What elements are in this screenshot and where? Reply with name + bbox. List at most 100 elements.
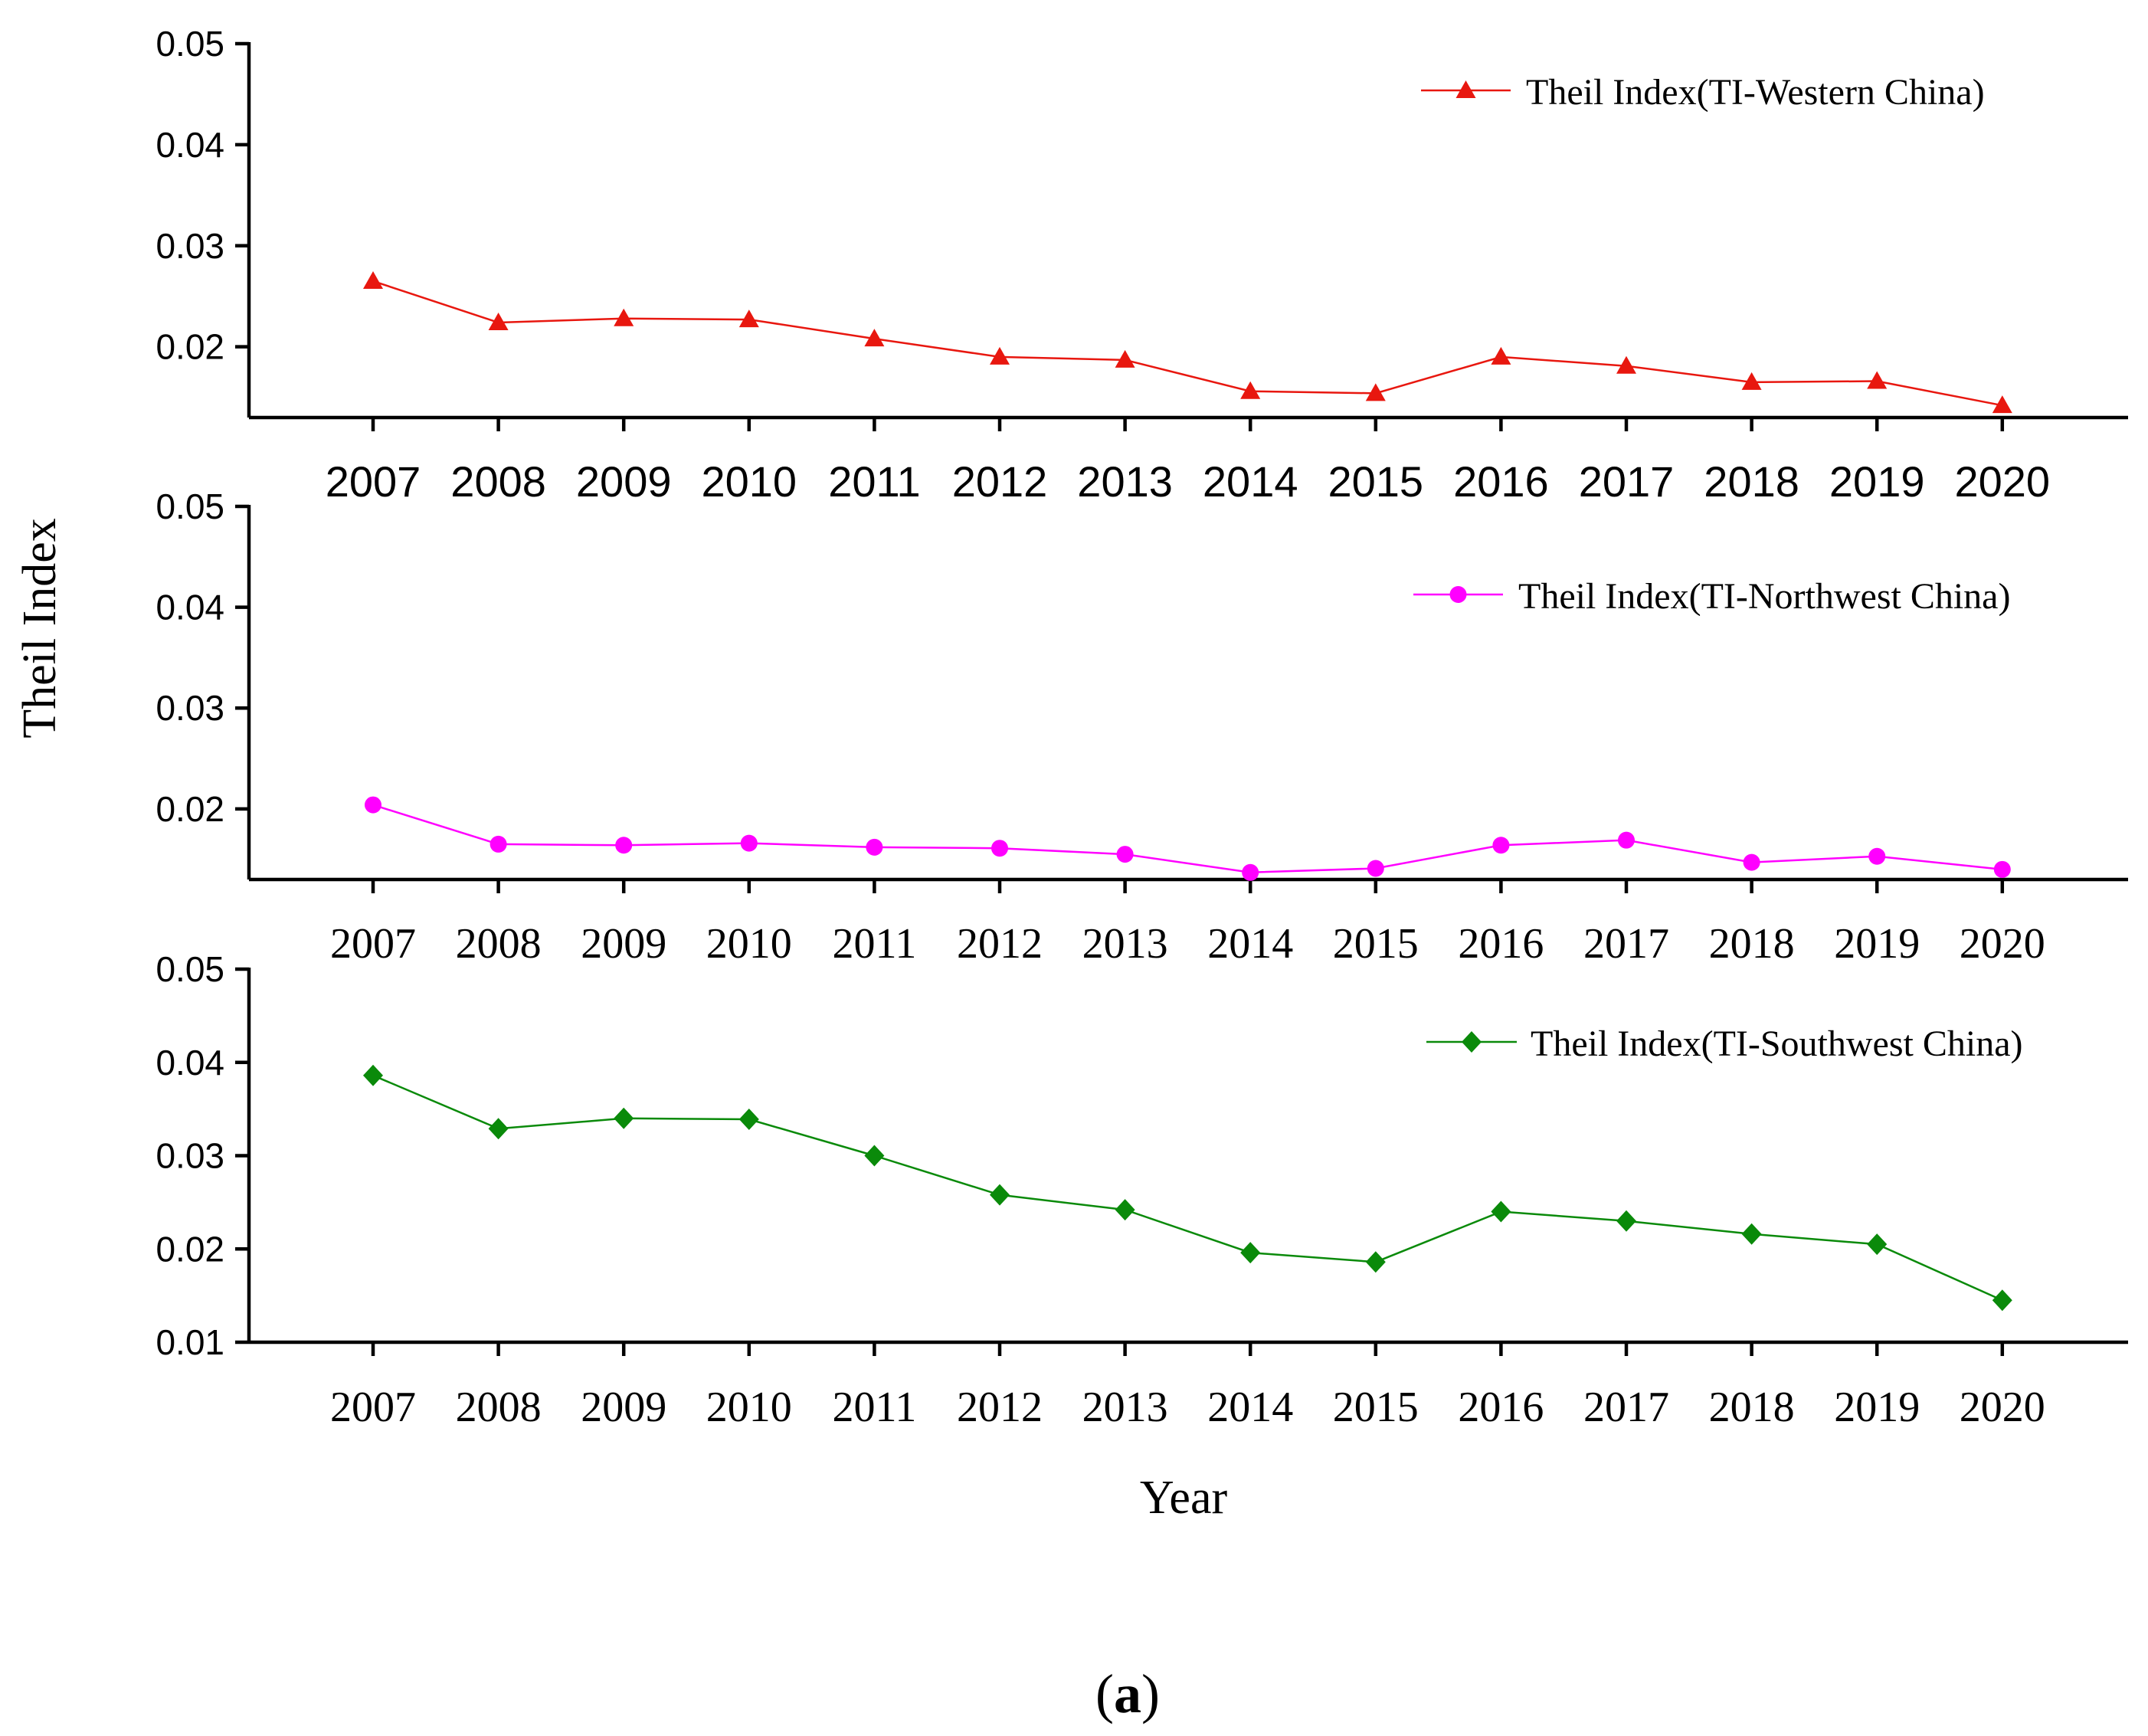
caption-letter: a bbox=[1114, 1663, 1141, 1725]
data-point bbox=[365, 796, 381, 814]
x-tick-label: 2007 bbox=[326, 457, 421, 506]
data-point bbox=[991, 840, 1008, 857]
data-point bbox=[738, 1109, 759, 1131]
y-tick-label: 0.05 bbox=[156, 949, 224, 989]
y-tick-label: 0.04 bbox=[156, 1043, 224, 1083]
x-tick-label: 2010 bbox=[702, 457, 797, 506]
legend-marker bbox=[1449, 586, 1467, 603]
y-tick-label: 0.03 bbox=[156, 1136, 224, 1176]
data-point bbox=[1867, 1233, 1888, 1256]
y-tick-label: 0.02 bbox=[156, 789, 224, 829]
x-tick-label: 2019 bbox=[1834, 1384, 1920, 1431]
data-point bbox=[866, 838, 883, 856]
x-tick-label: 2015 bbox=[1328, 457, 1424, 506]
legend: Theil Index(TI-Southwest China) bbox=[1426, 1024, 2023, 1064]
data-point bbox=[1741, 372, 1762, 390]
figure-caption: (a) bbox=[1095, 1663, 1160, 1725]
data-point bbox=[1242, 863, 1259, 881]
legend-marker bbox=[1462, 1031, 1482, 1053]
data-point bbox=[1115, 1199, 1135, 1221]
y-tick-label: 0.03 bbox=[156, 226, 224, 266]
x-tick-label: 2010 bbox=[706, 1384, 792, 1431]
x-tick-label: 2008 bbox=[450, 457, 546, 506]
y-tick-label: 0.04 bbox=[156, 588, 224, 627]
x-tick-label: 2016 bbox=[1458, 1384, 1544, 1431]
y-tick-label: 0.05 bbox=[156, 486, 224, 526]
y-tick-label: 0.05 bbox=[156, 24, 224, 64]
data-point bbox=[1618, 831, 1635, 849]
data-point bbox=[1491, 1200, 1511, 1223]
x-tick-label: 2008 bbox=[456, 920, 542, 968]
data-point bbox=[363, 270, 383, 289]
data-point bbox=[1616, 1210, 1636, 1232]
x-tick-label: 2013 bbox=[1082, 1384, 1168, 1431]
caption-open-paren: ( bbox=[1095, 1663, 1114, 1725]
x-tick-label: 2018 bbox=[1704, 457, 1799, 506]
data-point bbox=[363, 1064, 383, 1086]
panel-western: 0.05 0.04 0.03 0.02 2007 2008 2009 2010 2011 2012… bbox=[156, 24, 2128, 506]
x-tick-label: 2020 bbox=[1960, 1384, 2045, 1431]
x-tick-label: 2012 bbox=[957, 1384, 1043, 1431]
x-tick-label: 2011 bbox=[832, 1384, 916, 1431]
data-point bbox=[1491, 346, 1511, 365]
data-point bbox=[864, 329, 885, 347]
data-point bbox=[1616, 355, 1636, 374]
data-point bbox=[1365, 1251, 1386, 1273]
legend-label: Theil Index(TI-Southwest China) bbox=[1531, 1024, 2023, 1064]
x-tick-label: 2007 bbox=[330, 920, 416, 968]
legend-label: Theil Index(TI-Northwest China) bbox=[1518, 576, 2010, 617]
y-tick-label: 0.01 bbox=[156, 1322, 224, 1362]
x-tick-label: 2014 bbox=[1203, 457, 1298, 506]
x-tick-label: 2017 bbox=[1579, 457, 1675, 506]
data-point bbox=[615, 837, 633, 854]
x-tick-label: 2018 bbox=[1709, 920, 1795, 968]
data-point bbox=[1743, 853, 1760, 871]
data-point bbox=[1367, 860, 1384, 877]
panel-northwest: 0.05 0.04 0.03 0.02 2007 2008 2009 2010 2011 2012… bbox=[156, 486, 2128, 968]
data-point bbox=[1868, 847, 1886, 865]
x-tick-label: 2015 bbox=[1333, 1384, 1419, 1431]
x-tick-label: 2007 bbox=[330, 1384, 416, 1431]
data-point bbox=[1365, 383, 1386, 401]
x-tick-label: 2016 bbox=[1453, 457, 1549, 506]
y-tick-label: 0.02 bbox=[156, 327, 224, 367]
data-point bbox=[490, 835, 507, 853]
data-point bbox=[738, 310, 759, 328]
y-axis-title: Theil Index bbox=[14, 518, 66, 739]
x-tick-label: 2015 bbox=[1333, 920, 1419, 968]
y-tick-label: 0.04 bbox=[156, 125, 224, 165]
legend: Theil Index(TI-Northwest China) bbox=[1413, 576, 2010, 617]
chart-panels: 0.05 0.04 0.03 0.02 2007 2008 2009 2010 2011 2012… bbox=[156, 24, 2128, 1431]
data-point bbox=[1240, 1242, 1261, 1264]
x-tick-label: 2012 bbox=[957, 920, 1043, 968]
legend-marker bbox=[1455, 80, 1476, 98]
x-tick-label: 2017 bbox=[1583, 1384, 1669, 1431]
caption-close-paren: ) bbox=[1141, 1663, 1160, 1725]
x-tick-label: 2017 bbox=[1583, 920, 1669, 968]
data-point bbox=[614, 1107, 634, 1129]
data-point bbox=[1992, 395, 2012, 414]
x-tick-label: 2009 bbox=[576, 457, 672, 506]
x-tick-label: 2019 bbox=[1834, 920, 1920, 968]
data-point bbox=[1492, 837, 1510, 854]
series-line bbox=[372, 1074, 2003, 1302]
data-point bbox=[1867, 371, 1888, 389]
series-line bbox=[372, 280, 2003, 407]
x-tick-label: 2014 bbox=[1207, 1384, 1293, 1431]
data-point bbox=[1992, 1289, 2012, 1312]
x-tick-label: 2009 bbox=[581, 920, 666, 968]
legend: Theil Index(TI-Western China) bbox=[1421, 72, 1985, 113]
data-point bbox=[990, 1184, 1010, 1206]
x-tick-label: 2008 bbox=[456, 1384, 542, 1431]
series-line bbox=[372, 804, 2002, 874]
data-point bbox=[990, 346, 1010, 365]
data-point bbox=[1116, 846, 1134, 863]
data-point bbox=[1240, 381, 1261, 399]
data-point bbox=[488, 1118, 509, 1140]
data-point bbox=[1993, 860, 2011, 878]
data-point bbox=[614, 308, 634, 326]
data-point bbox=[1115, 349, 1135, 368]
y-tick-label: 0.03 bbox=[156, 688, 224, 728]
x-tick-label: 2011 bbox=[832, 920, 916, 968]
panel-southwest: 0.05 0.04 0.03 0.02 0.01 2007 2008 2009 2010 2011… bbox=[156, 949, 2128, 1431]
